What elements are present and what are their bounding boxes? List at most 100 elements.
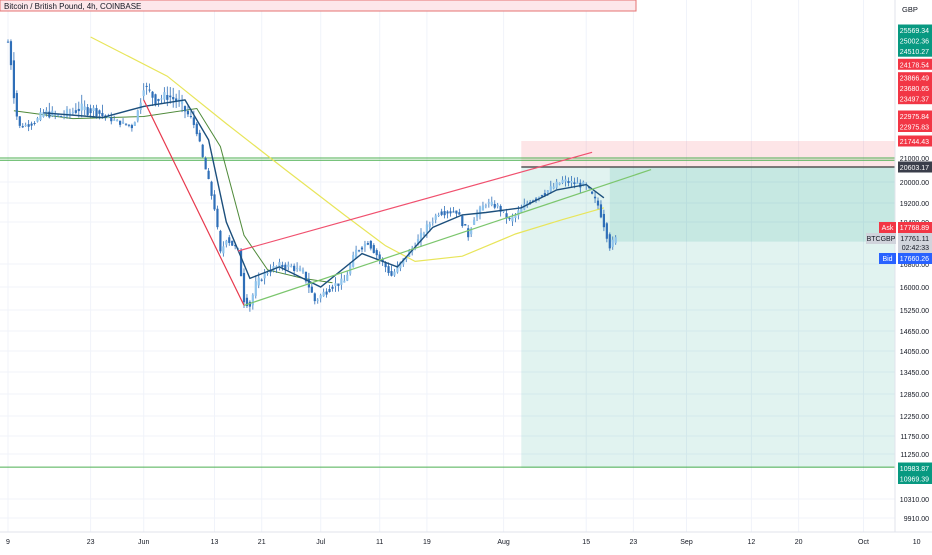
price-label-tag [898, 45, 932, 57]
candle-body [290, 266, 293, 268]
legend-box [0, 0, 637, 12]
candle-body [349, 264, 352, 274]
chart-title: Bitcoin / British Pound, 4h, COINBASE [4, 2, 141, 11]
candle-body [399, 262, 402, 269]
price-label-tag [898, 161, 932, 173]
symbol-label: BTCGBP [867, 236, 896, 243]
candle-body [248, 301, 251, 307]
candle-body [366, 243, 369, 245]
price-label-value: 10983.87 [900, 466, 929, 473]
candle-body [573, 182, 576, 185]
candle-body [602, 213, 605, 228]
price-label-value: 25002.36 [900, 39, 929, 46]
price-label-tag [898, 120, 932, 132]
candle-body [139, 102, 142, 110]
candle-body [183, 106, 187, 112]
candle-body [464, 224, 467, 226]
candle-body [340, 278, 343, 285]
yellow-moving-average [90, 36, 605, 263]
candle-body [446, 211, 449, 214]
candle-body [160, 98, 163, 100]
candle-body [27, 124, 30, 127]
candle-body [127, 124, 131, 126]
candle-body [169, 95, 172, 98]
candle-body [570, 180, 573, 183]
currency-label: GBP [902, 5, 918, 14]
candle-body [369, 240, 372, 249]
candle-body [225, 240, 228, 245]
candle-body [564, 179, 567, 182]
candle-body [396, 265, 399, 273]
candle-body [357, 250, 361, 252]
candle-body [608, 234, 611, 249]
candle-body [360, 247, 364, 250]
candle-body [484, 205, 487, 207]
candle-body [189, 116, 192, 118]
candle-body [154, 94, 157, 105]
candle-body [201, 144, 204, 157]
candle-body [254, 281, 257, 296]
candle-body [251, 294, 254, 306]
candle-body [124, 123, 128, 125]
candle-body [540, 195, 544, 197]
price-tick-label: 14050.00 [900, 349, 929, 356]
wedge-lower-trendline [243, 168, 652, 306]
candle-body [561, 179, 564, 184]
price-label-tag [898, 473, 932, 484]
last-price-tag [898, 233, 932, 253]
candle-body [393, 271, 396, 276]
price-label-tag [898, 58, 932, 70]
candle-body [36, 118, 39, 122]
candle-body [331, 286, 334, 289]
candle-body [355, 249, 358, 259]
candle-body [257, 277, 260, 286]
price-label-tag [898, 93, 932, 105]
candle-body [89, 108, 92, 114]
candle-body [443, 211, 446, 216]
candle-body [192, 117, 195, 125]
wedge-upper-trendline [237, 151, 593, 252]
candle-body [45, 110, 48, 115]
ask-price: 17768.89 [900, 225, 929, 232]
price-tick-label: 16000.00 [900, 285, 929, 292]
time-axis-background [0, 532, 932, 550]
candle-body [490, 201, 493, 206]
candle-body [546, 190, 549, 193]
candle-body [15, 93, 18, 117]
candle-body [605, 223, 608, 239]
candle-body [346, 274, 349, 281]
candle-body [260, 279, 263, 281]
candle-body [387, 266, 390, 274]
candle-body [381, 259, 384, 262]
candle-body [428, 223, 431, 228]
candle-body [269, 270, 272, 273]
time-tick-label: 13 [211, 539, 219, 546]
price-tick-label: 16800.00 [900, 262, 929, 269]
candle-body [614, 237, 617, 244]
price-tick-label: 11750.00 [900, 434, 929, 441]
candle-body [136, 110, 139, 121]
candle-body [213, 194, 216, 210]
candle-body [520, 207, 523, 213]
candle-body [287, 264, 290, 267]
candle-body [92, 107, 95, 112]
candle-body [12, 60, 15, 99]
time-tick-label: Sep [680, 539, 693, 546]
candle-body [30, 123, 33, 126]
candle-body [42, 112, 45, 117]
take-profit-zone [521, 167, 932, 468]
candle-body [343, 280, 346, 283]
candle-body [514, 214, 517, 218]
candle-body [148, 89, 151, 91]
price-tick-label: 10310.00 [900, 497, 929, 504]
candle-body [242, 272, 246, 303]
candle-body [48, 111, 51, 118]
time-tick-label: 11 [376, 539, 383, 546]
candle-body [119, 120, 122, 125]
candle-body [228, 237, 231, 243]
price-label-value: 23680.65 [900, 86, 929, 93]
candle-body [576, 182, 579, 184]
price-tick-label: 15250.00 [900, 308, 929, 315]
candle-body [121, 121, 125, 124]
